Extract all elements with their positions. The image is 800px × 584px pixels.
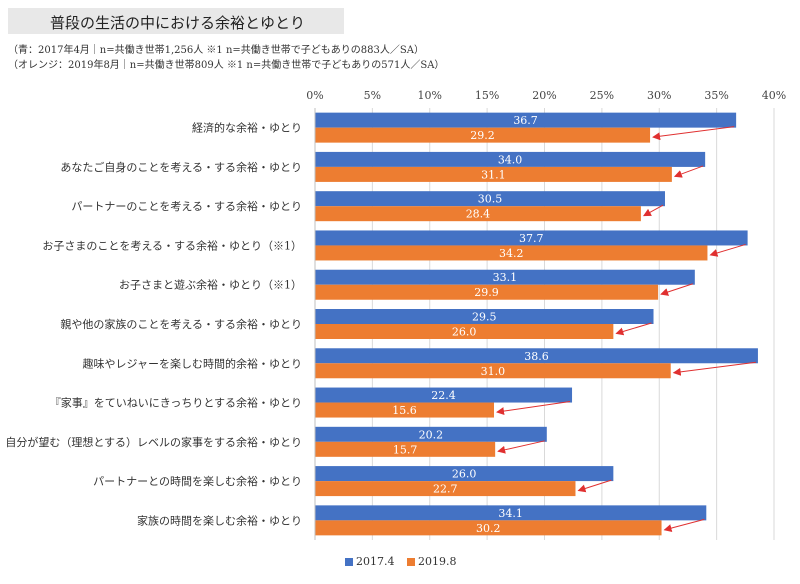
bar-2017 xyxy=(315,191,665,207)
x-tick-label: 40% xyxy=(762,89,786,102)
data-label-2019: 34.2 xyxy=(499,247,524,260)
legend-label-2017: 2017.4 xyxy=(356,555,395,568)
x-tick-label: 15% xyxy=(475,89,499,102)
data-label-2017: 26.0 xyxy=(452,468,477,481)
bar-2019 xyxy=(315,481,576,497)
change-arrow xyxy=(496,401,571,416)
x-tick-label: 25% xyxy=(590,89,614,102)
bar-2019 xyxy=(315,402,495,418)
data-label-2019: 15.6 xyxy=(392,404,417,417)
bar-2017 xyxy=(315,309,654,324)
change-arrow xyxy=(663,518,705,532)
bar-2017 xyxy=(315,387,573,403)
change-arrow xyxy=(577,479,612,493)
data-label-2017: 33.1 xyxy=(493,271,518,284)
category-label: 経済的な余裕・ゆとり xyxy=(192,121,302,135)
data-label-2019: 15.7 xyxy=(393,443,418,456)
category-label: お子さまと遊ぶ余裕・ゆとり（※1） xyxy=(119,278,302,292)
change-arrow xyxy=(643,204,664,217)
bar-2017 xyxy=(315,466,614,482)
x-tick-label: 0% xyxy=(306,89,323,102)
data-label-2019: 30.2 xyxy=(476,522,501,535)
bar-2019 xyxy=(315,166,672,182)
bar-2017 xyxy=(315,151,706,167)
category-label: 自分が望む（理想とする）レベルの家事をする余裕・ゆとり xyxy=(5,435,302,449)
data-label-2017: 38.6 xyxy=(524,350,549,363)
bar-2017 xyxy=(315,505,707,521)
chart-title-box: 普段の生活の中における余裕とゆとり xyxy=(8,8,344,34)
bar-2019 xyxy=(315,324,614,339)
sample-note-2019: （オレンジ：2019年8月｜n=共働き世帯809人 ※1 n=共働き世帯で子ども… xyxy=(8,60,445,71)
category-label: パートナーとの時間を楽しむ余裕・ゆとり xyxy=(93,474,302,488)
legend-item-2017: 2017.4 xyxy=(345,555,395,568)
category-label: 家族の時間を楽しむ余裕・ゆとり xyxy=(137,513,302,527)
data-label-2019: 29.9 xyxy=(474,286,499,299)
data-label-2017: 29.5 xyxy=(472,311,497,324)
bar-2019 xyxy=(315,127,651,143)
legend-item-2019: 2019.8 xyxy=(407,555,457,568)
category-label: お子さまのことを考える・する余裕・ゆとり（※1） xyxy=(42,238,302,252)
change-arrow xyxy=(652,126,735,141)
legend-swatch-2017 xyxy=(345,558,353,566)
bar-2019 xyxy=(315,206,641,222)
x-tick-label: 10% xyxy=(418,89,442,102)
x-tick-label: 30% xyxy=(647,89,671,102)
data-label-2017: 34.0 xyxy=(498,153,523,166)
x-tick-label: 35% xyxy=(704,89,728,102)
data-label-2017: 37.7 xyxy=(519,232,544,245)
category-label: 『家事』をていねいにきっちりとする余裕・ゆとり xyxy=(50,396,302,410)
bar-2019 xyxy=(315,245,708,261)
category-label: パートナーのことを考える・する余裕・ゆとり xyxy=(71,199,302,213)
bar-2019 xyxy=(315,520,662,536)
data-label-2019: 31.1 xyxy=(481,168,506,181)
data-label-2017: 34.1 xyxy=(498,507,523,520)
bar-2017 xyxy=(315,426,547,442)
change-arrow xyxy=(709,243,746,257)
bar-2019 xyxy=(315,363,671,379)
bar-2019 xyxy=(315,284,659,300)
bar-2017 xyxy=(315,269,695,285)
chart-title: 普段の生活の中における余裕とゆとり xyxy=(50,14,306,32)
x-tick-label: 20% xyxy=(532,89,556,102)
bar-2017 xyxy=(315,112,737,128)
data-label-2019: 22.7 xyxy=(433,483,458,496)
category-label: あなたご自身のことを考える・する余裕・ゆとり xyxy=(60,160,302,174)
data-label-2017: 30.5 xyxy=(478,193,503,206)
legend-label-2019: 2019.8 xyxy=(418,555,457,568)
bar-2017 xyxy=(315,230,748,246)
data-label-2017: 22.4 xyxy=(431,389,456,402)
data-label-2019: 31.0 xyxy=(481,365,506,378)
data-label-2019: 28.4 xyxy=(466,208,491,221)
change-arrow xyxy=(672,361,756,376)
data-label-2019: 26.0 xyxy=(452,326,477,339)
change-arrow xyxy=(497,440,545,454)
sample-note-2017: （青：2017年4月｜n=共働き世帯1,256人 ※1 n=共働き世帯で子どもあ… xyxy=(8,45,424,56)
x-tick-label: 5% xyxy=(364,89,381,102)
change-arrow xyxy=(615,322,652,336)
bar-2019 xyxy=(315,441,496,457)
change-arrow xyxy=(673,165,704,178)
category-label: 親や他の家族のことを考える・する余裕・ゆとり xyxy=(60,317,302,331)
legend-swatch-2019 xyxy=(407,558,415,566)
data-label-2017: 20.2 xyxy=(419,428,444,441)
bar-2017 xyxy=(315,348,758,364)
data-label-2017: 36.7 xyxy=(513,114,538,127)
data-label-2019: 29.2 xyxy=(470,129,495,142)
change-arrow xyxy=(660,283,693,296)
category-label: 趣味やレジャーを楽しむ時間的余裕・ゆとり xyxy=(83,356,302,370)
